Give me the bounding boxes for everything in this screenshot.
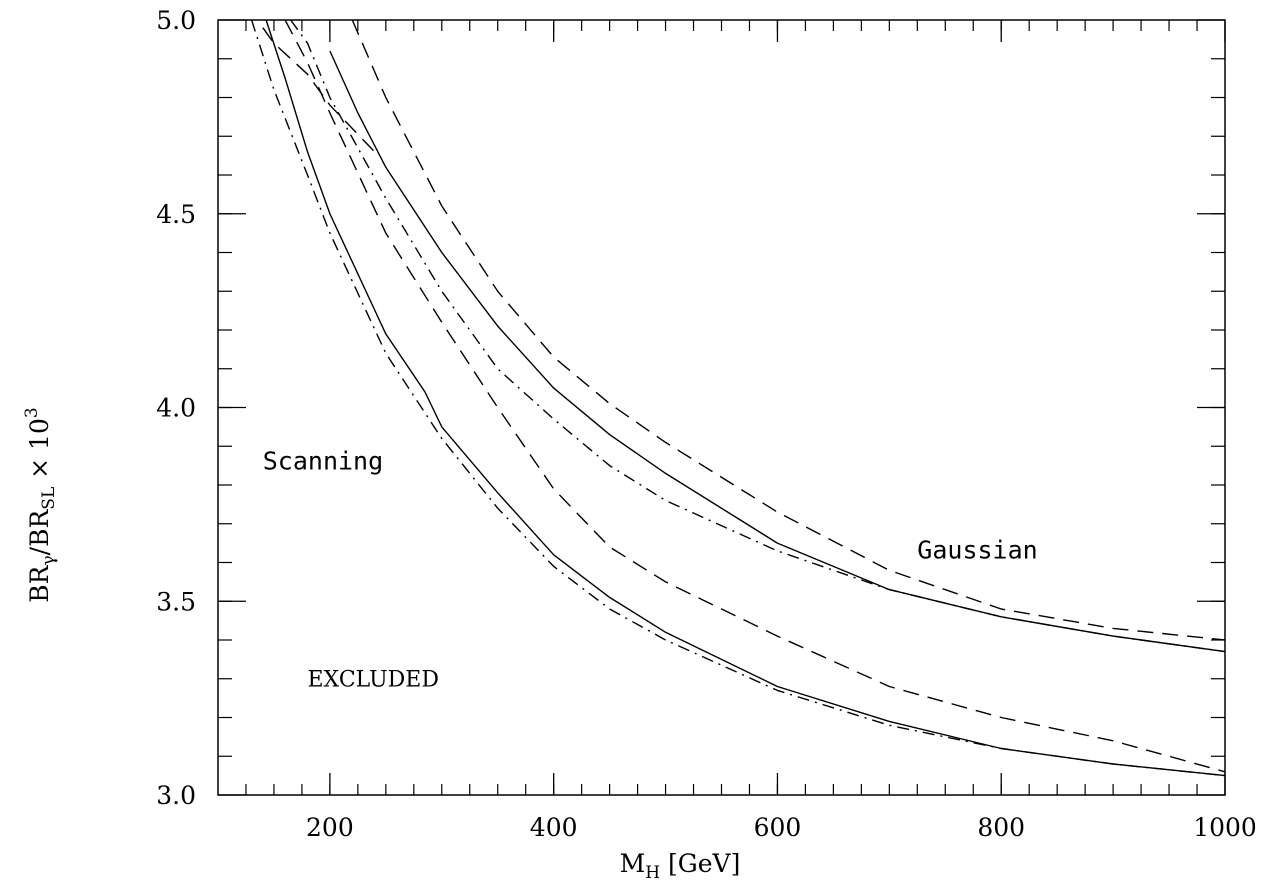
x-tick-label: 600 (754, 813, 802, 842)
x-tick-label: 200 (306, 813, 354, 842)
annotation-excluded: EXCLUDED (308, 668, 439, 693)
annotation-scanning: Scanning (263, 447, 383, 476)
x-tick-label: 800 (977, 813, 1025, 842)
y-axis-title-sup: 3 (22, 407, 42, 418)
annotation-gaussian: Gaussian (917, 536, 1037, 565)
series-line-dashed (262, 27, 376, 153)
y-tick-label: 4.0 (156, 394, 196, 423)
x-tick-label: 1000 (1193, 813, 1257, 842)
series-layer (250, 19, 1226, 777)
y-axis-title-p2: /BR (25, 509, 54, 556)
y-tick-label: 3.0 (156, 781, 196, 810)
y-tick-label: 3.5 (156, 587, 196, 616)
y-axis-title-sub1: γ (39, 555, 59, 565)
annotations: Scanning Gaussian EXCLUDED (263, 447, 1038, 693)
y-tick-label: 4.5 (156, 200, 196, 229)
minor-ticks (218, 20, 1225, 795)
series-line-dashed (351, 19, 1226, 641)
series-line-dashdot (290, 19, 1226, 653)
x-axis-title-main: M (620, 849, 646, 878)
series-line-solid (265, 19, 1226, 777)
series-line-dashed (284, 19, 1226, 773)
tick-labels: 200 400 600 800 1000 3.0 3.5 4.0 4.5 5.0 (156, 6, 1257, 842)
y-axis-title-sub2: SL (39, 487, 59, 510)
series-line-solid (329, 50, 1226, 653)
y-axis-title-p3: × 10 (25, 418, 54, 487)
x-axis-title-sub: H (645, 863, 660, 880)
y-axis-title-p1: BR (25, 564, 54, 602)
x-axis-title: MH [GeV] (620, 849, 741, 880)
y-axis-title: BRγ/BRSL × 103 (22, 407, 59, 602)
major-ticks (218, 19, 1226, 796)
series-line-dashdot (250, 19, 1226, 777)
x-axis-title-rest: [GeV] (660, 849, 740, 878)
x-tick-label: 400 (530, 813, 578, 842)
y-tick-label: 5.0 (156, 6, 196, 35)
